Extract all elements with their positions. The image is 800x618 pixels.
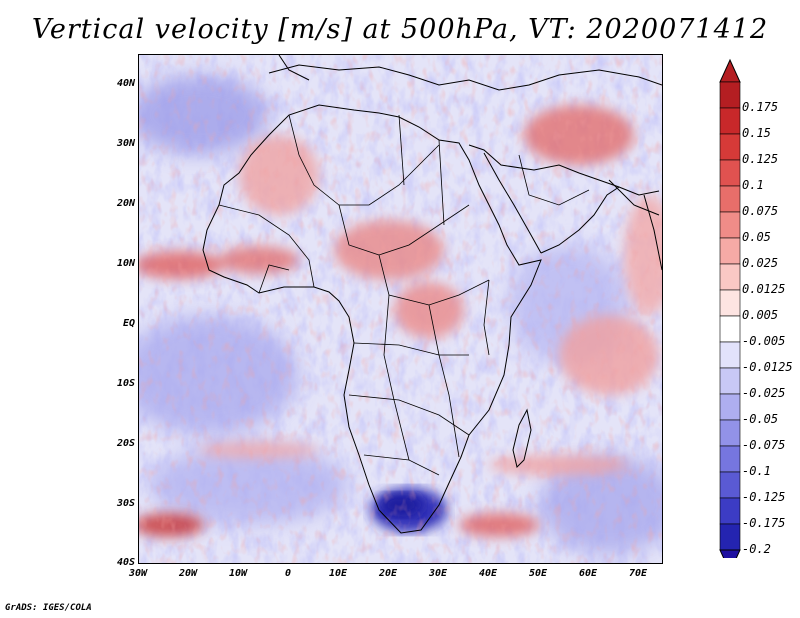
- iran-coast: [608, 179, 660, 216]
- lat-label-40n: 40N: [116, 78, 135, 89]
- colorbar-label: -0.075: [742, 438, 786, 452]
- colorbar-label: 0.005: [742, 308, 779, 322]
- colorbar-swatch: [719, 289, 741, 317]
- red-sea-coast: [483, 152, 542, 254]
- colorbar-swatch: [719, 211, 741, 239]
- colorbar-label: -0.05: [742, 412, 779, 426]
- colorbar-label: -0.175: [742, 516, 786, 530]
- map-plot-area[interactable]: [138, 54, 663, 564]
- lon-label-20w: 20W: [178, 568, 198, 579]
- colorbar-label: -0.0125: [742, 360, 793, 374]
- colorbar-label: 0.025: [742, 256, 779, 270]
- lat-label-30n: 30N: [116, 138, 135, 149]
- arabia-south-coast: [540, 186, 620, 254]
- mediterranean-coast: [268, 64, 662, 91]
- colorbar-extend-top: [719, 58, 741, 83]
- africa-coastline: [202, 104, 542, 534]
- colorbar-label: -0.025: [742, 386, 786, 400]
- country-borders: [218, 114, 590, 476]
- colorbar-label: -0.1: [742, 464, 771, 478]
- colorbar-swatch: [719, 497, 741, 525]
- lon-label-70e: 70E: [628, 568, 648, 579]
- colorbar-label: -0.005: [742, 334, 786, 348]
- lon-label-40e: 40E: [478, 568, 498, 579]
- colorbar-label: 0.05: [742, 230, 771, 244]
- colorbar-swatch: [719, 159, 741, 187]
- lon-label-30e: 30E: [428, 568, 448, 579]
- colorbar-label: 0.125: [742, 152, 779, 166]
- lon-label-20e: 20E: [378, 568, 398, 579]
- colorbar-extend-bottom: [719, 549, 741, 558]
- colorbar-swatch: [719, 523, 741, 551]
- colorbar-label: 0.175: [742, 100, 779, 114]
- colorbar-swatch: [719, 393, 741, 421]
- lat-label-10s: 10S: [116, 378, 135, 389]
- lon-label-0: 0: [284, 568, 292, 579]
- colorbar-swatch: [719, 107, 741, 135]
- lon-label-10e: 10E: [328, 568, 348, 579]
- colorbar-swatch: [719, 445, 741, 473]
- lat-label-40s: 40S: [116, 557, 135, 568]
- colorbar: [719, 58, 741, 558]
- colorbar-label: 0.075: [742, 204, 779, 218]
- colorbar-swatch: [719, 81, 741, 109]
- map-svg: [139, 55, 662, 563]
- colorbar-label: 0.15: [742, 126, 771, 140]
- coastlines: [202, 55, 662, 534]
- lon-label-10w: 10W: [228, 568, 248, 579]
- lat-label-eq: EQ: [122, 318, 135, 329]
- colorbar-swatch: [719, 315, 741, 343]
- lon-label-50e: 50E: [528, 568, 548, 579]
- colorbar-label: -0.125: [742, 490, 786, 504]
- grads-credit: GrADS: IGES/COLA: [5, 603, 92, 613]
- arabia-north-coast: [468, 144, 660, 196]
- colorbar-swatch: [719, 471, 741, 499]
- map-title: Vertical velocity [m/s] at 500hPa, VT: 2…: [31, 14, 769, 45]
- colorbar-swatch: [719, 237, 741, 265]
- lon-label-30w: 30W: [128, 568, 148, 579]
- lat-label-20s: 20S: [116, 438, 135, 449]
- colorbar-swatch: [719, 367, 741, 395]
- colorbar-swatch: [719, 263, 741, 291]
- colorbar-label: -0.2: [742, 542, 771, 556]
- colorbar-label: 0.0125: [742, 282, 786, 296]
- colorbar-swatch: [719, 185, 741, 213]
- lat-label-20n: 20N: [116, 198, 135, 209]
- colorbar-swatch: [719, 133, 741, 161]
- colorbar-swatch: [719, 341, 741, 369]
- colorbar-swatch: [719, 419, 741, 447]
- india-west-coast: [643, 194, 662, 271]
- lat-label-30s: 30S: [116, 498, 135, 509]
- colorbar-label: 0.1: [742, 178, 764, 192]
- madagascar-coastline: [512, 408, 532, 468]
- lat-label-10n: 10N: [116, 258, 135, 269]
- lon-label-60e: 60E: [578, 568, 598, 579]
